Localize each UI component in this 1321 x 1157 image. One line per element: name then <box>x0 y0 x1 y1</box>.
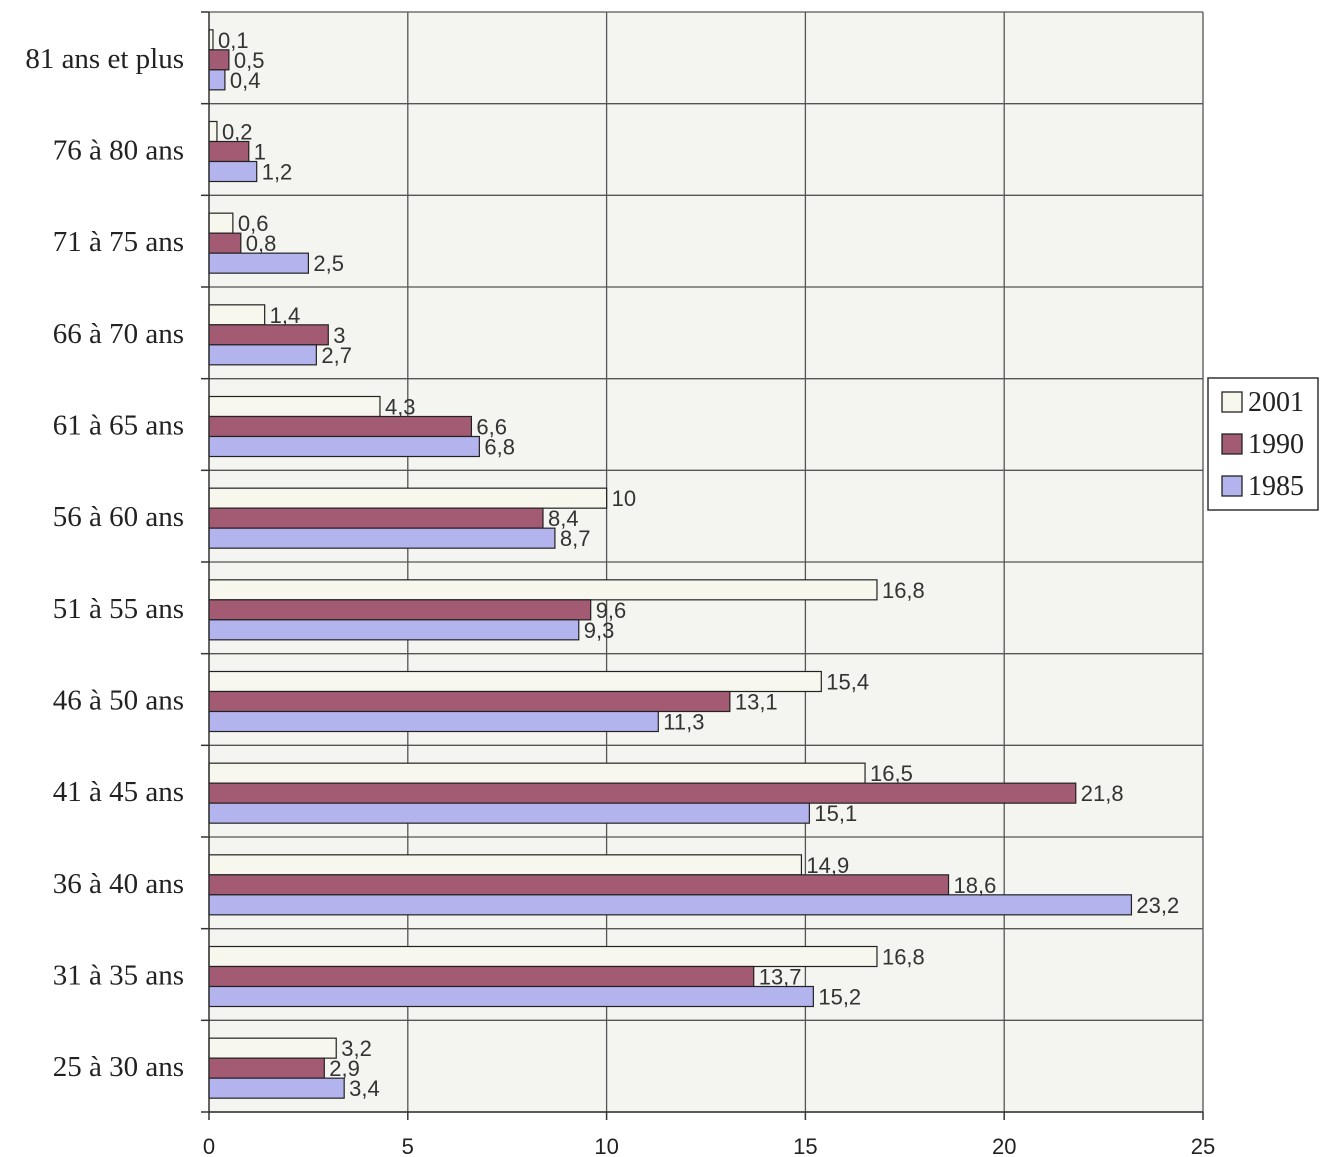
bar-1990 <box>208 415 473 438</box>
data-label: 9,6 <box>596 598 627 623</box>
data-label: 18,6 <box>954 873 997 898</box>
data-label: 16,8 <box>882 945 925 970</box>
legend-swatch-2001 <box>1221 391 1243 413</box>
category-label: 66 à 70 ans <box>53 318 184 350</box>
bar-1990 <box>208 324 329 346</box>
data-label: 1,4 <box>270 303 301 328</box>
bar-1985 <box>208 69 226 91</box>
data-label: 8,7 <box>560 526 591 551</box>
bar-1985 <box>208 985 814 1008</box>
data-label: 1,2 <box>262 160 293 185</box>
bar-1985 <box>208 802 810 824</box>
bar-2001 <box>208 1037 337 1059</box>
data-label: 0,1 <box>218 28 249 53</box>
data-label: 13,7 <box>759 965 802 990</box>
bar-2001 <box>208 120 218 143</box>
category-label: 36 à 40 ans <box>53 868 184 900</box>
data-label: 2,5 <box>313 251 344 276</box>
data-label: 3 <box>333 323 345 348</box>
bar-2001 <box>208 487 608 509</box>
data-label: 0,8 <box>246 231 277 256</box>
data-label: 15,1 <box>814 801 857 826</box>
bar-1985 <box>208 344 317 366</box>
data-label: 9,3 <box>584 618 615 643</box>
category-label: 41 à 45 ans <box>53 776 184 808</box>
bar-1990 <box>208 232 242 254</box>
bar-1985 <box>208 619 580 641</box>
data-label: 8,4 <box>548 506 579 531</box>
data-label: 21,8 <box>1081 781 1124 806</box>
x-tick-label: 20 <box>992 1134 1016 1157</box>
bar-2001 <box>208 579 878 601</box>
bar-2001 <box>208 762 866 784</box>
x-tick-label: 10 <box>594 1134 618 1157</box>
data-labels: 3,22,93,416,813,715,214,918,623,216,521,… <box>218 28 1179 1101</box>
bar-1990 <box>208 1057 325 1079</box>
grid-lines <box>209 11 1204 1113</box>
bar-2001 <box>208 854 803 876</box>
data-label: 23,2 <box>1136 893 1179 918</box>
data-label: 4,3 <box>385 395 416 420</box>
bar-2001 <box>208 304 266 326</box>
data-label: 14,9 <box>806 853 849 878</box>
data-label: 0,5 <box>234 48 265 73</box>
bar-1985 <box>208 435 480 458</box>
data-label: 6,8 <box>484 435 515 460</box>
data-label: 0,2 <box>222 120 253 145</box>
x-tick-label: 25 <box>1191 1134 1215 1157</box>
legend-swatch-1990 <box>1221 433 1243 455</box>
axes: 25 à 30 ans 31 à 35 ans 36 à 40 ans 41 à 45… <box>25 11 1215 1157</box>
bar-1985 <box>208 160 258 183</box>
category-label: 56 à 60 ans <box>53 501 184 533</box>
x-tick-label: 15 <box>793 1134 817 1157</box>
legend-label-1990: 1990 <box>1248 429 1304 460</box>
bar-1990 <box>208 599 592 621</box>
bar-1985 <box>208 527 556 549</box>
bar-2001 <box>208 670 822 693</box>
data-label: 15,4 <box>826 670 869 695</box>
bar-1990 <box>208 507 544 529</box>
data-label: 15,2 <box>818 985 861 1010</box>
category-label: 81 ans et plus <box>25 43 184 75</box>
legend-label-2001: 2001 <box>1248 387 1304 418</box>
legend: 2001 1990 1985 <box>1207 377 1319 511</box>
data-label: 6,6 <box>476 415 507 440</box>
category-label: 61 à 65 ans <box>53 410 184 442</box>
category-label: 71 à 75 ans <box>53 226 184 258</box>
data-label: 0,6 <box>238 211 269 236</box>
data-label: 10 <box>612 486 636 511</box>
bar-1985 <box>208 1077 345 1099</box>
category-label: 76 à 80 ans <box>53 135 184 167</box>
data-label: 3,4 <box>349 1076 380 1101</box>
x-tick-label: 5 <box>402 1134 414 1157</box>
data-label: 16,5 <box>870 761 913 786</box>
data-label: 1 <box>254 140 266 165</box>
data-label: 11,3 <box>663 710 704 735</box>
bar-2001 <box>208 395 381 418</box>
data-label: 2,9 <box>329 1056 360 1081</box>
x-tick-label: 0 <box>203 1134 215 1157</box>
data-label: 2,7 <box>321 343 352 368</box>
category-label: 51 à 55 ans <box>53 593 184 625</box>
bar-1990 <box>208 690 731 713</box>
bar-1985 <box>208 710 659 733</box>
bar-1990 <box>208 782 1077 804</box>
data-label: 13,1 <box>735 690 778 715</box>
legend-label-1985: 1985 <box>1248 471 1304 502</box>
data-label: 3,2 <box>341 1036 372 1061</box>
bar-2001 <box>208 212 234 234</box>
bar-1990 <box>208 140 250 163</box>
category-label: 31 à 35 ans <box>53 960 184 992</box>
category-label: 46 à 50 ans <box>53 685 184 717</box>
data-label: 16,8 <box>882 578 925 603</box>
legend-swatch-1985 <box>1221 475 1243 497</box>
bar-1990 <box>208 965 755 988</box>
bar-2001 <box>208 945 878 968</box>
data-label: 0,4 <box>230 68 261 93</box>
category-label: 25 à 30 ans <box>53 1051 184 1083</box>
